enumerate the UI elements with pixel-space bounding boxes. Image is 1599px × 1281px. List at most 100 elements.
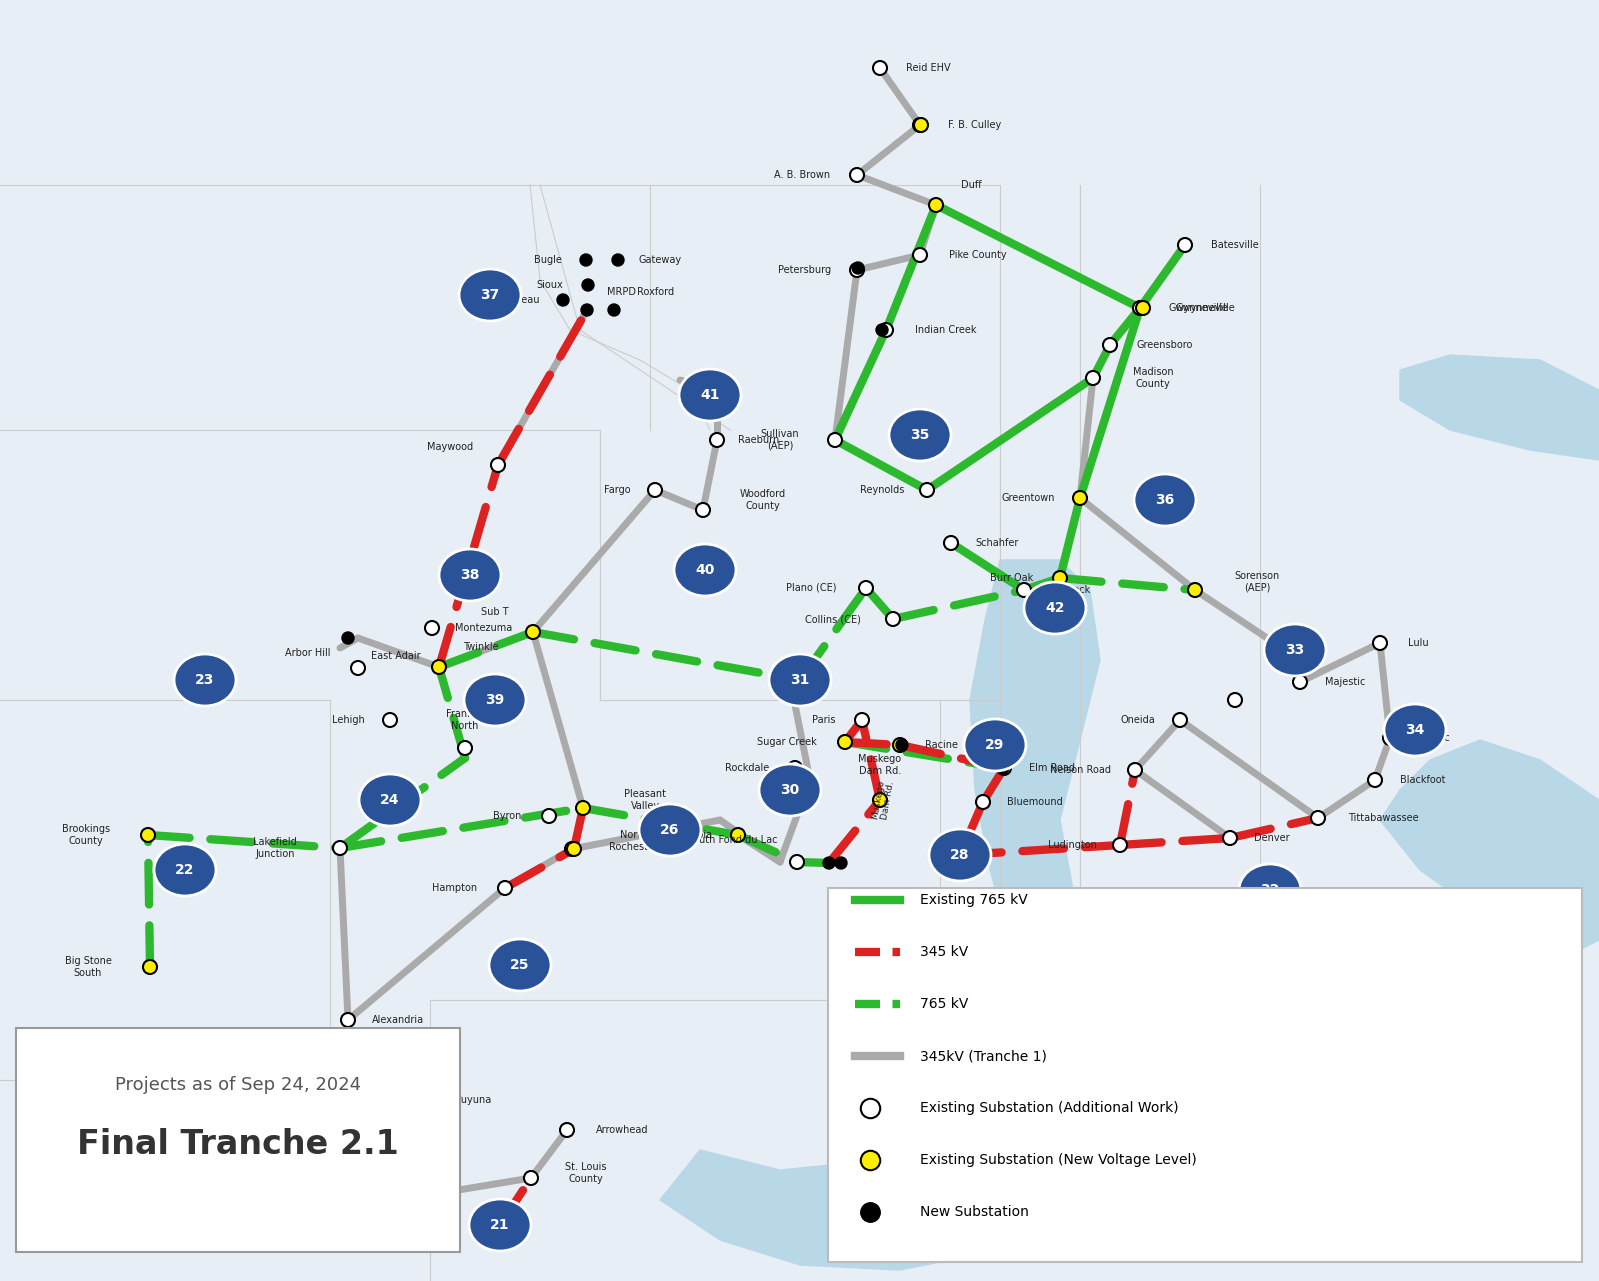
Circle shape (524, 1171, 537, 1185)
Text: Gateway: Gateway (638, 255, 681, 265)
Circle shape (392, 1193, 405, 1207)
Text: 31: 31 (790, 673, 809, 687)
Text: Projects as of Sep 24, 2024: Projects as of Sep 24, 2024 (115, 1076, 361, 1094)
Ellipse shape (1134, 474, 1196, 526)
Circle shape (1073, 491, 1087, 505)
Circle shape (879, 323, 892, 337)
Text: Petersburg: Petersburg (779, 265, 831, 275)
Text: 36: 36 (1156, 493, 1175, 507)
Text: 21: 21 (491, 1218, 510, 1232)
Text: Majestic: Majestic (1326, 676, 1366, 687)
Text: Madison
County: Madison County (1132, 368, 1174, 389)
Circle shape (1103, 338, 1118, 352)
Circle shape (1134, 301, 1146, 315)
Circle shape (491, 459, 505, 471)
Text: East Adair: East Adair (371, 651, 421, 661)
Text: 29: 29 (985, 738, 1004, 752)
Text: Columbia: Columbia (667, 830, 713, 840)
Text: North
Rochester: North Rochester (609, 830, 659, 852)
Text: 32: 32 (1260, 883, 1279, 897)
Text: Woodford
County: Woodford County (740, 489, 787, 511)
Circle shape (432, 660, 446, 674)
Text: Muskego
Dam Rd.: Muskego Dam Rd. (859, 755, 902, 776)
Text: Sorenson
(AEP): Sorenson (AEP) (1234, 571, 1279, 593)
Circle shape (612, 254, 624, 266)
Text: Final Tranche 2.1: Final Tranche 2.1 (77, 1129, 398, 1162)
Text: Brookings
County: Brookings County (62, 824, 110, 845)
Circle shape (648, 483, 662, 497)
Ellipse shape (839, 904, 900, 956)
Ellipse shape (964, 719, 1027, 771)
Circle shape (851, 168, 863, 182)
Text: Existing Substation (Additional Work): Existing Substation (Additional Work) (919, 1100, 1178, 1114)
Circle shape (580, 304, 593, 316)
Circle shape (1294, 675, 1306, 689)
Circle shape (333, 842, 347, 854)
Text: Big Stone
South: Big Stone South (64, 956, 112, 977)
Text: 25: 25 (510, 958, 529, 972)
Text: New Substation: New Substation (919, 1205, 1028, 1220)
Ellipse shape (440, 550, 500, 601)
Text: Bugle: Bugle (534, 255, 561, 265)
Text: Fargo: Fargo (604, 485, 630, 494)
Circle shape (873, 61, 887, 76)
Text: Babcock: Babcock (1049, 585, 1091, 594)
Text: Plano (CE): Plano (CE) (785, 583, 836, 593)
Text: St. Louis
County: St. Louis County (566, 1162, 606, 1184)
Text: 27: 27 (860, 924, 879, 936)
Text: Byron: Byron (492, 811, 521, 821)
Text: Paris: Paris (812, 715, 836, 725)
Circle shape (788, 761, 803, 775)
Circle shape (1223, 831, 1238, 845)
Circle shape (1135, 301, 1150, 315)
Text: Muskego
Dam Rd.: Muskego Dam Rd. (870, 779, 895, 821)
Circle shape (828, 433, 843, 447)
Text: Lakefield
Junction: Lakefield Junction (253, 838, 297, 858)
Circle shape (1113, 838, 1127, 852)
Text: 19: 19 (185, 1058, 205, 1072)
Text: Denver: Denver (1254, 833, 1290, 843)
Text: Sub T: Sub T (481, 607, 508, 617)
Text: Pleasant
Valley: Pleasant Valley (624, 789, 667, 811)
Ellipse shape (640, 804, 700, 856)
Ellipse shape (929, 829, 991, 881)
Circle shape (895, 739, 908, 751)
Text: Sullivan
(AEP): Sullivan (AEP) (761, 429, 800, 451)
Text: Blackfoot: Blackfoot (1401, 775, 1445, 785)
Text: 20: 20 (285, 1163, 305, 1177)
Text: Arbor Hill: Arbor Hill (285, 648, 331, 658)
Circle shape (384, 714, 397, 728)
Circle shape (1054, 571, 1067, 585)
Ellipse shape (760, 763, 820, 816)
Text: Raeburn: Raeburn (739, 436, 780, 445)
Ellipse shape (165, 1039, 225, 1091)
Text: Duff: Duff (961, 181, 982, 190)
Circle shape (731, 828, 745, 842)
Text: 37: 37 (480, 288, 499, 302)
Text: Racine: Racine (926, 740, 958, 749)
Circle shape (582, 279, 593, 291)
Ellipse shape (680, 369, 740, 421)
Circle shape (855, 714, 868, 728)
Text: Existing Substation (New Voltage Level): Existing Substation (New Voltage Level) (919, 1153, 1196, 1167)
Ellipse shape (769, 655, 831, 706)
Text: Tittabawassee: Tittabawassee (1348, 813, 1418, 822)
Text: Elm Road: Elm Road (1030, 763, 1075, 772)
Circle shape (556, 295, 569, 306)
Circle shape (1374, 635, 1386, 649)
Circle shape (915, 118, 927, 132)
Text: Gwynneville: Gwynneville (1169, 304, 1228, 313)
Text: Roxford: Roxford (638, 287, 675, 297)
Circle shape (998, 761, 1011, 775)
Text: 42: 42 (1046, 601, 1065, 615)
Text: Greensboro: Greensboro (1137, 339, 1193, 350)
Text: Cuyuna: Cuyuna (454, 1095, 491, 1106)
Polygon shape (1401, 355, 1599, 460)
Text: 40: 40 (696, 564, 715, 576)
Ellipse shape (675, 544, 736, 596)
Text: Indian Creek: Indian Creek (915, 325, 977, 336)
Text: Maple River: Maple River (216, 1129, 273, 1138)
Ellipse shape (154, 844, 216, 895)
Circle shape (238, 1148, 253, 1162)
Ellipse shape (1263, 624, 1326, 676)
